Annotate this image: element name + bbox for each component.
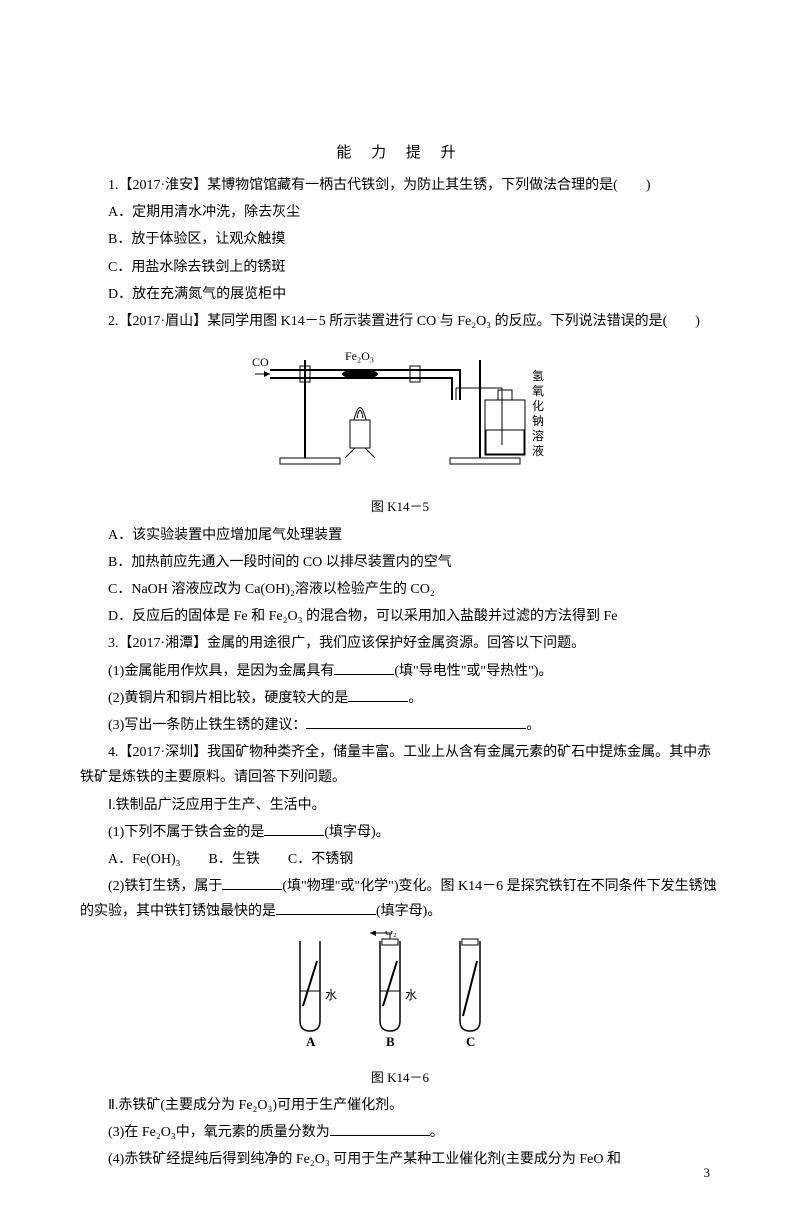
fig-k14-6-caption: 图 K14－6 bbox=[80, 1066, 720, 1089]
q1-opt-c: C．用盐水除去铁剑上的锈斑 bbox=[80, 255, 720, 280]
blank bbox=[330, 1121, 430, 1136]
q3-p1a: (1)金属能用作炊具，是因为金属具有 bbox=[108, 664, 334, 679]
label-co: CO bbox=[252, 355, 269, 369]
label-o2: O₂ bbox=[385, 931, 397, 938]
q4-p3a: (3)在 Fe₂O₃中，氧元素的质量分数为 bbox=[108, 1125, 330, 1140]
label-water-a: 水 bbox=[325, 988, 337, 1002]
section-title: 能 力 提 升 bbox=[80, 140, 720, 167]
q3-p3: (3)写出一条防止铁生锈的建议： 。 bbox=[80, 713, 720, 738]
page: 能 力 提 升 1.【2017·淮安】某博物馆馆藏有一柄古代铁剑，为防止其生锈，… bbox=[0, 0, 800, 1215]
label-naoh5: 溶 bbox=[532, 428, 544, 443]
q1-opt-a: A．定期用清水冲洗，除去灰尘 bbox=[80, 200, 720, 225]
label-water-b: 水 bbox=[405, 988, 417, 1002]
q2-opt-b: B．加热前应先通入一段时间的 CO 以排尽装置内的空气 bbox=[80, 550, 720, 575]
q2-opt-a: A．该实验装置中应增加尾气处理装置 bbox=[80, 523, 720, 548]
q4-s2: Ⅱ.赤铁矿(主要成分为 Fe₂O₃)可用于生产催化剂。 bbox=[80, 1093, 720, 1118]
q2-opt-d: D．反应后的固体是 Fe 和 Fe₂O₃ 的混合物，可以采用加入盐酸并过滤的方法… bbox=[80, 604, 720, 629]
q3-p2: (2)黄铜片和铜片相比较，硬度较大的是 。 bbox=[80, 686, 720, 711]
q1-opt-d: D．放在充满氮气的展览柜中 bbox=[80, 282, 720, 307]
q4-p3b: 。 bbox=[430, 1125, 444, 1140]
q1-stem: 1.【2017·淮安】某博物馆馆藏有一柄古代铁剑，为防止其生锈，下列做法合理的是… bbox=[80, 173, 720, 198]
label-naoh: 氢 bbox=[532, 368, 544, 383]
label-fe2o3: Fe₂O₃ bbox=[345, 349, 374, 363]
blank bbox=[222, 875, 282, 890]
label-b: B bbox=[386, 1034, 395, 1049]
blank bbox=[264, 821, 324, 836]
q4-p2a: (2)铁钉生锈，属于 bbox=[108, 879, 222, 894]
q3-p3b: 。 bbox=[526, 718, 540, 733]
label-naoh4: 钠 bbox=[532, 413, 544, 428]
label-c: C bbox=[466, 1034, 475, 1049]
figure-k14-6: 水 A O₂ 水 B C bbox=[80, 931, 720, 1060]
q4-s1: Ⅰ.铁制品广泛应用于生产、生活中。 bbox=[80, 793, 720, 818]
blank bbox=[334, 660, 394, 675]
q4-p1a: (1)下列不属于铁合金的是 bbox=[108, 825, 264, 840]
blank bbox=[306, 714, 526, 729]
q3-stem: 3.【2017·湘潭】金属的用途很广，我们应该保护好金属资源。回答以下问题。 bbox=[80, 631, 720, 656]
q2-stem: 2.【2017·眉山】某同学用图 K14－5 所示装置进行 CO 与 Fe₂O₃… bbox=[80, 309, 720, 334]
q4-p1b: (填字母)。 bbox=[324, 825, 389, 840]
q3-p1b: (填"导电性"或"导热性")。 bbox=[394, 664, 552, 679]
q1-opt-b: B．放于体验区，让观众触摸 bbox=[80, 227, 720, 252]
q3-p1: (1)金属能用作炊具，是因为金属具有 (填"导电性"或"导热性")。 bbox=[80, 659, 720, 684]
q4-p2c: (填字母)。 bbox=[376, 904, 441, 919]
label-a: A bbox=[306, 1034, 316, 1049]
blank bbox=[276, 900, 376, 915]
figure-k14-5: CO Fe₂O₃ 氢 氧 化 钠 溶 液 bbox=[80, 340, 720, 489]
q4-p2: (2)铁钉生锈，属于(填"物理"或"化学")变化。图 K14－6 是探究铁钉在不… bbox=[80, 874, 720, 924]
label-naoh2: 氧 bbox=[532, 384, 544, 398]
q4-p4: (4)赤铁矿经提纯后得到纯净的 Fe₂O₃ 可用于生产某种工业催化剂(主要成分为… bbox=[80, 1147, 720, 1172]
q4-p1opts: A．Fe(OH)₃ B．生铁 C．不锈钢 bbox=[80, 847, 720, 872]
q4-p1: (1)下列不属于铁合金的是 (填字母)。 bbox=[80, 820, 720, 845]
label-naoh3: 化 bbox=[532, 399, 544, 413]
page-number: 3 bbox=[704, 1161, 711, 1184]
q2-opt-c: C．NaOH 溶液应改为 Ca(OH)₂溶液以检验产生的 CO₂ bbox=[80, 577, 720, 602]
q3-p2a: (2)黄铜片和铜片相比较，硬度较大的是 bbox=[108, 691, 348, 706]
q3-p2b: 。 bbox=[408, 691, 422, 706]
q4-p3: (3)在 Fe₂O₃中，氧元素的质量分数为 。 bbox=[80, 1120, 720, 1145]
blank bbox=[348, 687, 408, 702]
fig-k14-5-caption: 图 K14－5 bbox=[80, 495, 720, 518]
q4-stem: 4.【2017·深圳】我国矿物种类齐全，储量丰富。工业上从含有金属元素的矿石中提… bbox=[80, 740, 720, 790]
q3-p3a: (3)写出一条防止铁生锈的建议： bbox=[108, 718, 306, 733]
label-naoh6: 液 bbox=[532, 443, 544, 458]
